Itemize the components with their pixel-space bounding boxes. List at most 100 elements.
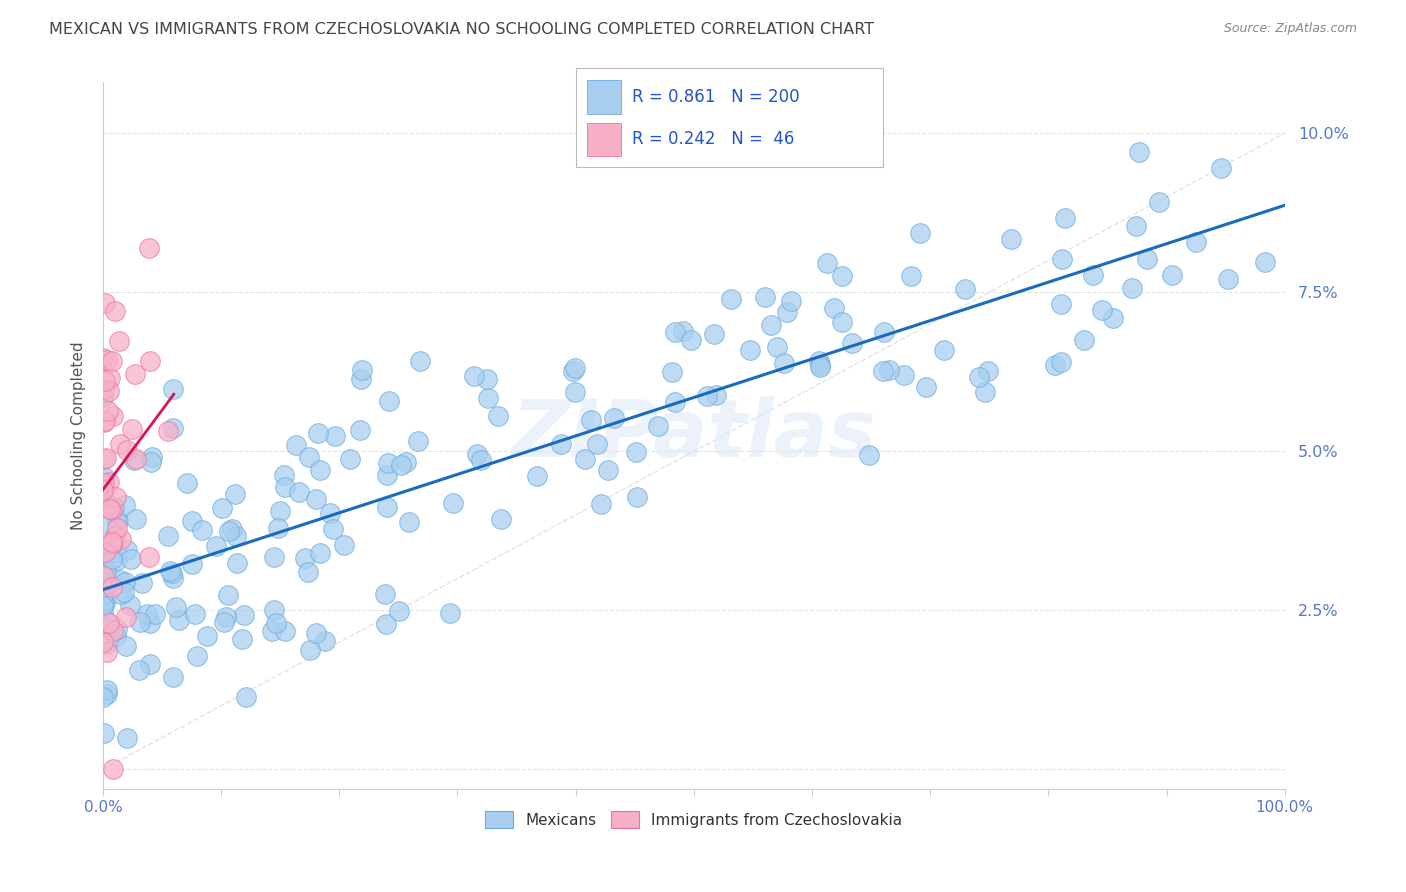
Point: [93, 476, 115, 491]
Point: [138, 657, 160, 671]
Point: [93, 726, 115, 740]
Point: [873, 325, 896, 339]
Point: [104, 529, 127, 543]
Point: [94, 295, 117, 310]
FancyBboxPatch shape: [588, 122, 620, 156]
Point: [91, 635, 114, 649]
Point: [1254, 255, 1277, 269]
Point: [94, 596, 117, 610]
Point: [465, 447, 488, 461]
Point: [96, 353, 118, 368]
Point: [184, 607, 207, 621]
Point: [91, 484, 114, 499]
Point: [93, 599, 115, 614]
Point: [377, 456, 399, 470]
Point: [93, 382, 115, 396]
Point: [224, 487, 246, 501]
Point: [138, 549, 160, 564]
Point: [105, 490, 128, 504]
Point: [477, 391, 499, 405]
Point: [624, 445, 647, 459]
Point: [1091, 302, 1114, 317]
Point: [101, 763, 124, 777]
Point: [1053, 211, 1076, 226]
Point: [475, 372, 498, 386]
Point: [93, 590, 115, 604]
Point: [858, 448, 880, 462]
Point: [350, 372, 373, 386]
Point: [91, 605, 114, 619]
Point: [112, 585, 135, 599]
Point: [1147, 194, 1170, 209]
Point: [165, 599, 187, 614]
Point: [915, 380, 938, 394]
Point: [98, 384, 121, 399]
Point: [704, 388, 727, 402]
Point: [125, 512, 148, 526]
Point: [156, 425, 179, 439]
FancyBboxPatch shape: [588, 80, 620, 114]
Point: [101, 503, 124, 517]
Point: [974, 384, 997, 399]
Point: [226, 556, 249, 570]
Point: [1050, 297, 1073, 311]
Point: [967, 370, 990, 384]
Point: [766, 340, 789, 354]
Point: [263, 549, 285, 564]
Point: [135, 607, 157, 621]
Point: [298, 643, 321, 657]
Point: [97, 615, 120, 630]
Point: [908, 226, 931, 240]
Point: [162, 571, 184, 585]
Point: [305, 625, 328, 640]
Point: [298, 450, 321, 465]
Text: Source: ZipAtlas.com: Source: ZipAtlas.com: [1223, 22, 1357, 36]
Point: [162, 670, 184, 684]
Point: [934, 343, 956, 358]
Point: [1102, 310, 1125, 325]
Point: [1125, 219, 1147, 234]
Point: [225, 529, 247, 543]
Point: [314, 634, 336, 648]
Legend: Mexicans, Immigrants from Czechoslovakia: Mexicans, Immigrants from Czechoslovakia: [479, 805, 908, 834]
Point: [96, 687, 118, 701]
Point: [1081, 268, 1104, 282]
Point: [463, 369, 485, 384]
Point: [309, 462, 332, 476]
Point: [231, 632, 253, 647]
Point: [114, 499, 136, 513]
Point: [204, 539, 226, 553]
Point: [195, 629, 218, 643]
Point: [1052, 252, 1074, 266]
Point: [91, 351, 114, 366]
Point: [672, 325, 695, 339]
Point: [273, 468, 295, 483]
Y-axis label: No Schooling Completed: No Schooling Completed: [72, 341, 86, 530]
Text: MEXICAN VS IMMIGRANTS FROM CZECHOSLOVAKIA NO SCHOOLING COMPLETED CORRELATION CHA: MEXICAN VS IMMIGRANTS FROM CZECHOSLOVAKI…: [49, 22, 875, 37]
Point: [98, 541, 121, 555]
Point: [94, 413, 117, 427]
Point: [602, 410, 624, 425]
Point: [105, 629, 128, 643]
Point: [378, 394, 401, 409]
Point: [100, 552, 122, 566]
Point: [389, 458, 412, 472]
Point: [754, 290, 776, 304]
Point: [96, 645, 118, 659]
Point: [441, 496, 464, 510]
Point: [409, 354, 432, 368]
Point: [1000, 232, 1022, 246]
Point: [269, 504, 291, 518]
Point: [373, 587, 395, 601]
Point: [647, 419, 669, 434]
Point: [105, 623, 128, 637]
Point: [267, 521, 290, 535]
Point: [139, 354, 162, 368]
Point: [120, 552, 142, 566]
Point: [101, 580, 124, 594]
Point: [101, 537, 124, 551]
Point: [235, 690, 257, 705]
Point: [105, 516, 128, 530]
Point: [893, 368, 915, 382]
Point: [214, 609, 236, 624]
